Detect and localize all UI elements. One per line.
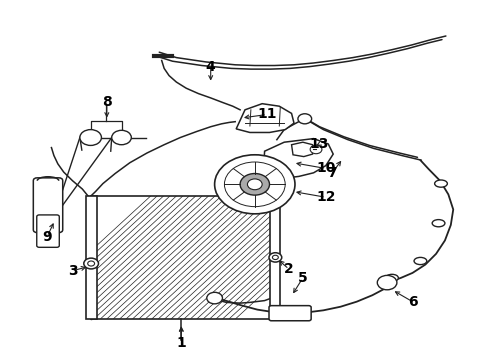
Circle shape — [298, 114, 312, 124]
Circle shape — [112, 130, 131, 145]
Text: 9: 9 — [42, 230, 52, 244]
Text: 5: 5 — [298, 271, 308, 285]
Polygon shape — [236, 104, 294, 132]
Ellipse shape — [88, 261, 95, 266]
Circle shape — [207, 292, 222, 304]
Circle shape — [310, 145, 322, 154]
FancyBboxPatch shape — [269, 306, 311, 321]
Text: 12: 12 — [316, 190, 336, 204]
Text: 2: 2 — [284, 262, 294, 276]
Circle shape — [247, 179, 262, 190]
Circle shape — [377, 275, 397, 290]
FancyBboxPatch shape — [37, 215, 59, 247]
Ellipse shape — [269, 253, 282, 262]
Text: 1: 1 — [176, 336, 186, 350]
Polygon shape — [292, 142, 313, 157]
FancyBboxPatch shape — [33, 178, 63, 233]
Circle shape — [80, 130, 101, 145]
Ellipse shape — [386, 274, 398, 282]
Polygon shape — [91, 196, 274, 319]
Circle shape — [215, 155, 295, 214]
Text: 6: 6 — [408, 295, 417, 309]
Bar — [86, 196, 97, 319]
Circle shape — [240, 174, 270, 195]
Ellipse shape — [84, 258, 98, 269]
Ellipse shape — [432, 220, 445, 227]
Ellipse shape — [435, 180, 447, 187]
Polygon shape — [264, 139, 333, 178]
Text: 7: 7 — [327, 166, 337, 180]
Ellipse shape — [272, 255, 278, 260]
Text: 4: 4 — [206, 60, 216, 73]
Polygon shape — [91, 196, 274, 319]
Text: 10: 10 — [316, 162, 336, 175]
Ellipse shape — [414, 257, 427, 265]
Text: 3: 3 — [68, 264, 77, 278]
Text: 8: 8 — [102, 95, 112, 108]
Bar — [270, 196, 280, 319]
Text: 13: 13 — [310, 137, 329, 151]
Text: 11: 11 — [257, 108, 277, 121]
Circle shape — [224, 162, 285, 207]
